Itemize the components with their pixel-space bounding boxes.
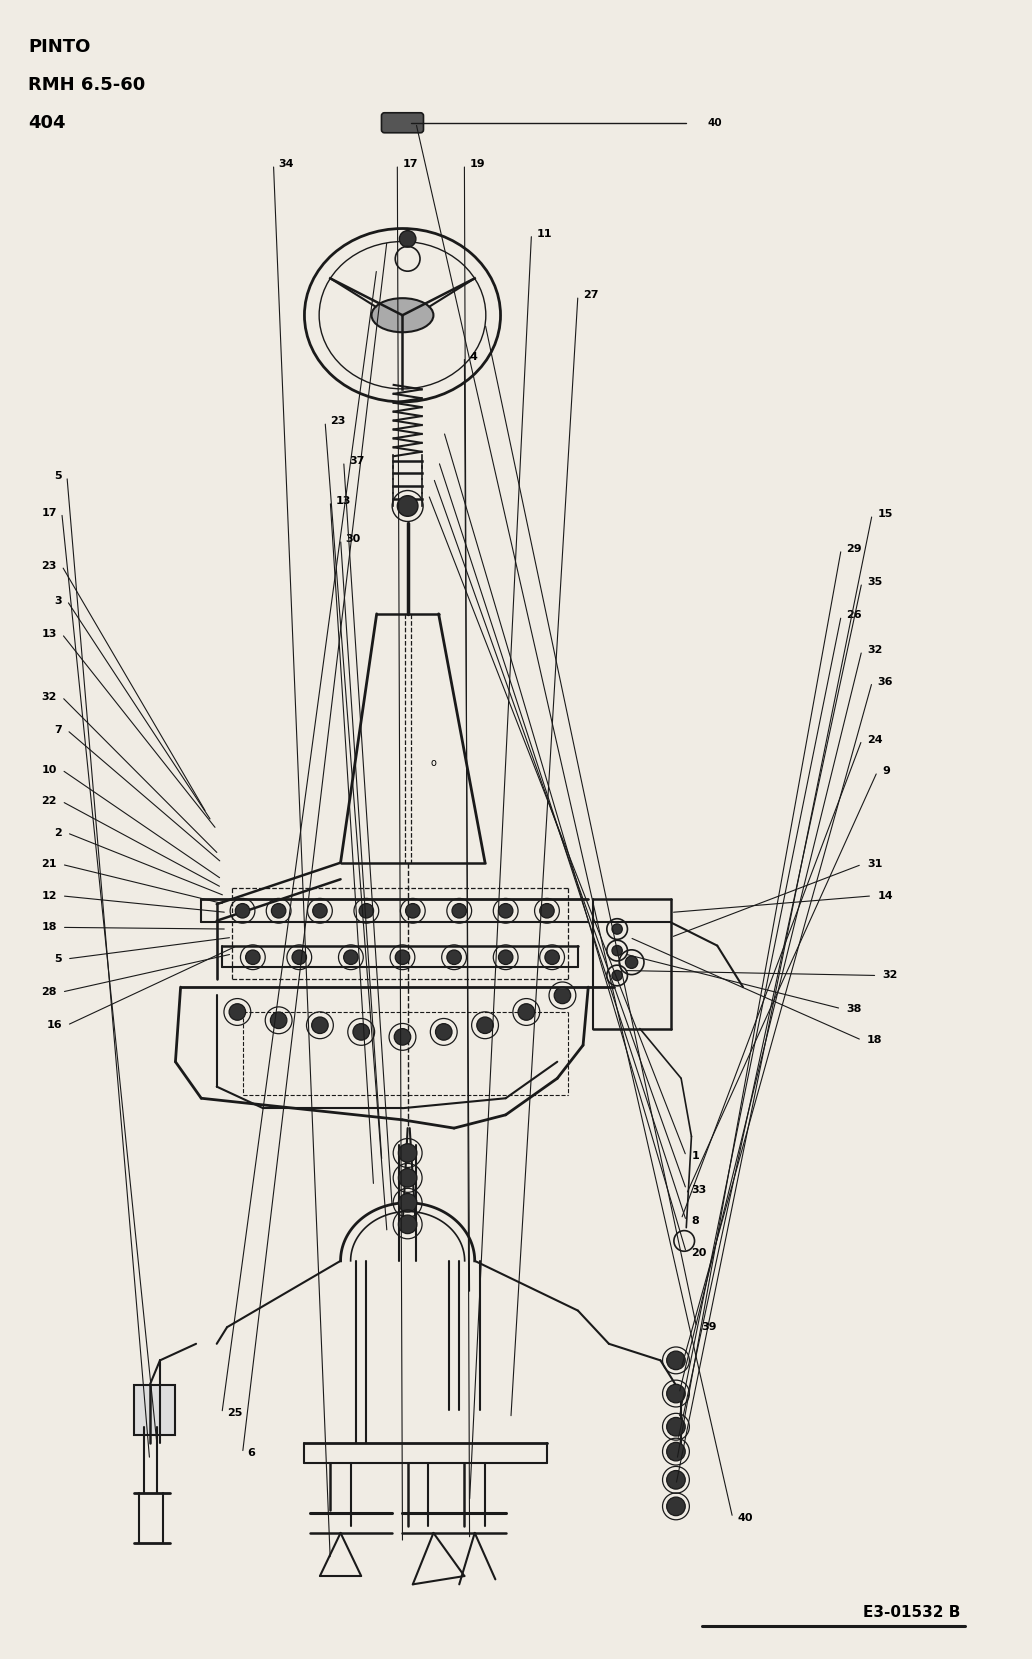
Text: 35: 35: [867, 577, 882, 587]
Text: 13: 13: [41, 629, 57, 639]
Text: 38: 38: [846, 1004, 862, 1014]
Circle shape: [398, 1168, 417, 1188]
Text: 27: 27: [583, 290, 599, 300]
Text: 5: 5: [55, 954, 62, 964]
Text: 18: 18: [41, 922, 57, 932]
Circle shape: [394, 1029, 411, 1045]
Text: 31: 31: [867, 859, 882, 869]
Text: 6: 6: [248, 1448, 256, 1458]
Text: o: o: [430, 758, 437, 768]
Text: 13: 13: [335, 496, 351, 506]
Circle shape: [540, 904, 554, 917]
Text: 14: 14: [877, 891, 893, 901]
Text: 3: 3: [55, 596, 62, 606]
Circle shape: [398, 1193, 417, 1213]
Circle shape: [667, 1384, 685, 1404]
Bar: [134, 1385, 175, 1435]
Ellipse shape: [372, 299, 433, 332]
Text: 23: 23: [41, 561, 57, 571]
Text: 25: 25: [227, 1408, 243, 1418]
Text: 20: 20: [691, 1248, 707, 1258]
Circle shape: [545, 951, 559, 964]
Circle shape: [498, 951, 513, 964]
Text: 32: 32: [867, 645, 882, 655]
Circle shape: [452, 904, 466, 917]
Circle shape: [398, 1214, 417, 1234]
Text: 8: 8: [691, 1216, 700, 1226]
Text: 9: 9: [882, 766, 891, 776]
Text: 26: 26: [846, 611, 862, 620]
Text: 36: 36: [877, 677, 893, 687]
Circle shape: [498, 904, 513, 917]
Text: 5: 5: [55, 471, 62, 481]
Text: 34: 34: [279, 159, 294, 169]
Text: 17: 17: [402, 159, 418, 169]
Text: 29: 29: [846, 544, 862, 554]
Text: 40: 40: [738, 1513, 753, 1523]
Circle shape: [667, 1350, 685, 1370]
Text: 32: 32: [882, 971, 898, 980]
Text: 19: 19: [470, 159, 485, 169]
Circle shape: [447, 951, 461, 964]
Text: 32: 32: [41, 692, 57, 702]
Text: 40: 40: [708, 118, 722, 128]
Text: 39: 39: [702, 1322, 717, 1332]
Circle shape: [612, 924, 622, 934]
Text: 11: 11: [537, 229, 552, 239]
Circle shape: [229, 1004, 246, 1020]
Circle shape: [612, 971, 622, 980]
Text: 12: 12: [41, 891, 57, 901]
Text: 16: 16: [46, 1020, 62, 1030]
Text: 17: 17: [41, 508, 57, 518]
Circle shape: [667, 1470, 685, 1490]
Circle shape: [359, 904, 374, 917]
Text: 33: 33: [691, 1185, 707, 1194]
Text: 21: 21: [41, 859, 57, 869]
Circle shape: [313, 904, 327, 917]
Text: PINTO: PINTO: [28, 38, 91, 56]
Text: 30: 30: [346, 534, 361, 544]
Circle shape: [667, 1417, 685, 1437]
Text: 24: 24: [867, 735, 882, 745]
Text: 7: 7: [54, 725, 62, 735]
Circle shape: [625, 956, 638, 969]
Circle shape: [271, 904, 286, 917]
Text: RMH 6.5-60: RMH 6.5-60: [28, 76, 146, 95]
Circle shape: [518, 1004, 535, 1020]
Circle shape: [667, 1442, 685, 1462]
Circle shape: [312, 1017, 328, 1034]
Text: 22: 22: [41, 796, 57, 806]
Text: 4: 4: [470, 352, 478, 362]
Text: 37: 37: [349, 456, 364, 466]
Text: 18: 18: [867, 1035, 882, 1045]
Circle shape: [398, 1143, 417, 1163]
Text: 15: 15: [877, 509, 893, 519]
Text: 2: 2: [54, 828, 62, 838]
Circle shape: [344, 951, 358, 964]
Text: 10: 10: [41, 765, 57, 775]
Circle shape: [246, 951, 260, 964]
Text: 1: 1: [691, 1151, 700, 1161]
FancyBboxPatch shape: [382, 113, 423, 133]
Circle shape: [554, 987, 571, 1004]
Text: 23: 23: [330, 416, 346, 426]
Circle shape: [395, 951, 410, 964]
Circle shape: [235, 904, 250, 917]
Circle shape: [397, 496, 418, 516]
Circle shape: [612, 946, 622, 956]
Circle shape: [399, 231, 416, 247]
Circle shape: [406, 904, 420, 917]
Circle shape: [436, 1024, 452, 1040]
Circle shape: [292, 951, 307, 964]
Text: 404: 404: [28, 114, 65, 133]
Text: 28: 28: [41, 987, 57, 997]
Circle shape: [667, 1496, 685, 1516]
Circle shape: [270, 1012, 287, 1029]
Text: E3-01532 B: E3-01532 B: [863, 1604, 960, 1619]
Circle shape: [477, 1017, 493, 1034]
Circle shape: [353, 1024, 369, 1040]
